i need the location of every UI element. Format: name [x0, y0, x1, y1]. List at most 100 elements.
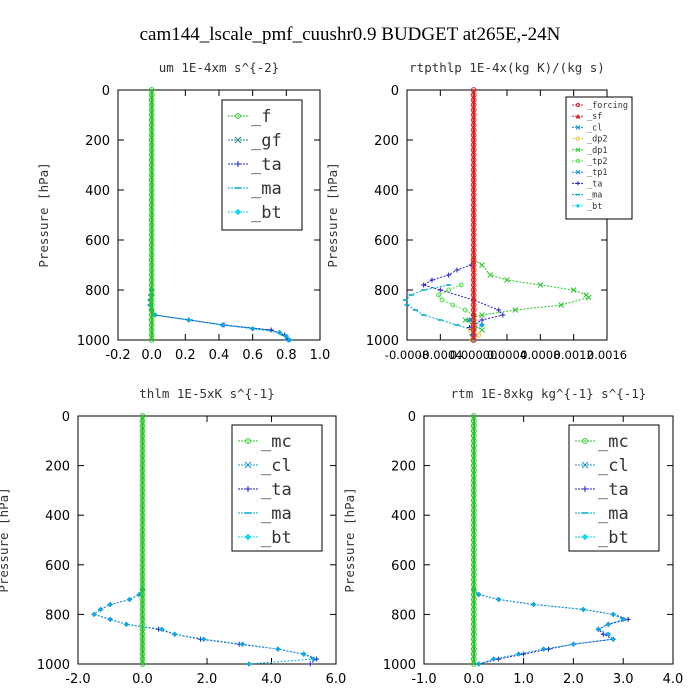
data-point [200, 636, 207, 643]
x-tick-label: 0.8 [276, 348, 297, 363]
data-point [512, 307, 519, 313]
data-point [148, 337, 155, 343]
data-point [107, 601, 114, 608]
data-point [476, 332, 482, 338]
series-bt [91, 586, 317, 667]
legend: _forcing_sf_cl _dp2_dp1_tp2_tp1_ta _ma_bt [565, 96, 633, 220]
legend-label: _ta [261, 480, 292, 500]
y-tick-label: 1000 [37, 658, 70, 673]
y-tick-label: 600 [45, 559, 70, 574]
y-tick-label: 1000 [383, 658, 416, 673]
page-title: cam144_lscale_pmf_cuushr0.9 BUDGET at265… [140, 24, 561, 45]
y-tick-label: 800 [374, 284, 399, 299]
y-tick-label: 0 [391, 84, 399, 99]
legend-marker [582, 438, 588, 444]
data-point [595, 626, 602, 633]
x-tick-label: 1.0 [513, 672, 534, 687]
x-tick-label: 0.0 [132, 672, 153, 687]
data-point [610, 636, 617, 643]
legend-label: _cl [261, 456, 292, 476]
series-line [149, 290, 291, 341]
legend-label: _ma [587, 191, 602, 201]
data-point [490, 656, 497, 662]
y-tick-label: 400 [391, 509, 416, 524]
data-point [454, 267, 460, 273]
y-tick-label: 0 [62, 410, 70, 425]
data-point [540, 646, 547, 652]
x-tick-label: 0.6 [242, 348, 263, 363]
y-tick-label: 400 [374, 184, 399, 199]
legend-marker [575, 147, 581, 153]
x-tick-label: 0.0008 [520, 348, 560, 362]
series-line [93, 589, 316, 665]
legend-label: _ma [251, 179, 282, 199]
y-tick-label: 200 [85, 134, 110, 149]
plot-frame [423, 415, 674, 665]
legend-label: _forcing [587, 101, 628, 111]
legend: _mc _cl _ta _ma _bt [231, 424, 323, 552]
y-axis-label: Pressure [hPa] [36, 162, 51, 267]
series-line [93, 589, 318, 665]
x-tick-label: 2.0 [197, 672, 218, 687]
data-point [610, 611, 617, 618]
data-point [275, 646, 281, 652]
legend-label: _gf [251, 131, 282, 151]
series-bt [147, 287, 293, 343]
data-point [219, 322, 226, 328]
y-tick-label: 800 [391, 608, 416, 623]
legend-label: _cl [587, 123, 602, 133]
data-point [515, 651, 522, 657]
data-point [479, 312, 485, 318]
data-point [458, 282, 464, 288]
chart-title: thlm 1E-5xK s^{-1} [139, 386, 274, 401]
legend-marker [576, 181, 580, 186]
y-tick-label: 400 [85, 184, 110, 199]
legend-marker [235, 113, 241, 119]
series-forcing [470, 87, 477, 343]
data-point [450, 302, 456, 308]
data-point [558, 302, 565, 308]
legend-label: _bt [261, 528, 292, 548]
data-point [625, 616, 631, 622]
data-point [504, 277, 510, 283]
x-tick-label: 6.0 [326, 672, 347, 687]
y-tick-label: 200 [374, 134, 399, 149]
series-tp2 [436, 282, 477, 323]
series-line [473, 589, 630, 665]
legend-marker [575, 203, 581, 209]
data-point [467, 327, 473, 333]
series-line [437, 284, 475, 320]
legend-label: _mc [261, 432, 292, 452]
y-tick-label: 1000 [77, 334, 110, 349]
series-ta [421, 262, 506, 343]
chart-panel-4: rtm 1E-8xkg kg^{-1} s^{-1} Pressure [hPa]… [342, 386, 683, 687]
legend-marker [582, 486, 588, 492]
y-tick-label: 0 [408, 410, 416, 425]
series-f [148, 87, 155, 343]
data-point [286, 337, 293, 343]
data-point [91, 611, 97, 618]
y-tick-label: 600 [85, 234, 110, 249]
data-point [605, 621, 612, 628]
data-point [126, 596, 133, 603]
legend-box [565, 96, 633, 220]
legend-marker [244, 461, 252, 469]
data-point [537, 282, 544, 288]
data-point [152, 312, 158, 318]
series-line [149, 289, 289, 341]
legend-label: _bt [598, 528, 629, 548]
data-point [580, 606, 587, 613]
series-ma [147, 289, 289, 341]
data-point [570, 641, 577, 648]
data-point [158, 626, 165, 633]
x-tick-label: 0.2 [175, 348, 196, 363]
series-line [404, 284, 475, 335]
data-point [310, 656, 317, 662]
x-tick-label: -0.0004 [418, 348, 462, 362]
data-point [446, 272, 452, 278]
x-tick-label: -0.0008 [385, 348, 429, 362]
legend: _f _gf _ta _ma _bt [221, 99, 303, 231]
x-tick-label: 0.0012 [554, 348, 594, 362]
legend-label: _tp1 [587, 168, 607, 178]
y-axis-label: Pressure [hPa] [0, 487, 11, 592]
